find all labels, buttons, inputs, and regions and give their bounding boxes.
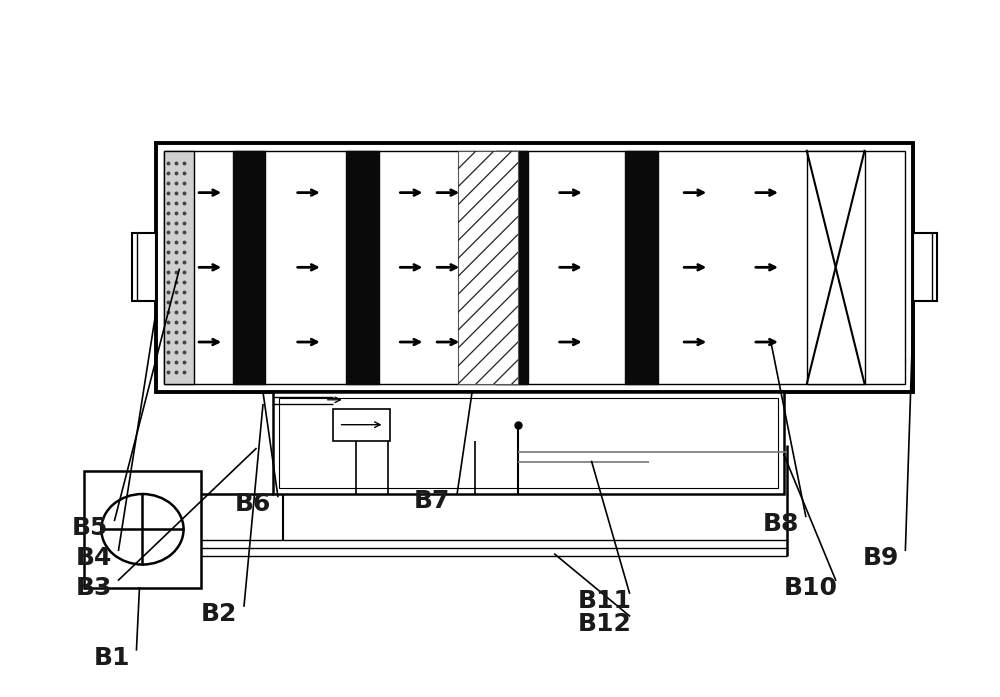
Bar xyxy=(807,151,865,384)
Bar xyxy=(333,408,390,441)
Bar xyxy=(233,151,265,384)
Text: B8: B8 xyxy=(763,512,799,536)
Text: B3: B3 xyxy=(75,576,112,600)
Bar xyxy=(164,151,905,384)
Bar xyxy=(346,151,379,384)
Bar xyxy=(132,233,156,301)
Bar xyxy=(273,392,784,494)
Ellipse shape xyxy=(101,494,184,565)
Text: B11: B11 xyxy=(578,589,632,613)
Text: B10: B10 xyxy=(784,576,838,600)
Text: B12: B12 xyxy=(578,612,632,636)
Text: B6: B6 xyxy=(235,492,271,516)
Text: B5: B5 xyxy=(71,516,108,540)
Bar xyxy=(913,233,937,301)
Text: B9: B9 xyxy=(862,546,899,570)
Bar xyxy=(279,398,778,489)
Text: B4: B4 xyxy=(75,546,112,570)
Bar xyxy=(84,470,201,588)
Bar xyxy=(625,151,658,384)
Bar xyxy=(496,151,528,384)
Text: B7: B7 xyxy=(414,489,450,514)
Text: B2: B2 xyxy=(201,602,237,626)
Bar xyxy=(458,151,518,384)
Text: B1: B1 xyxy=(93,645,130,670)
Bar xyxy=(156,143,913,392)
Bar xyxy=(164,151,194,384)
